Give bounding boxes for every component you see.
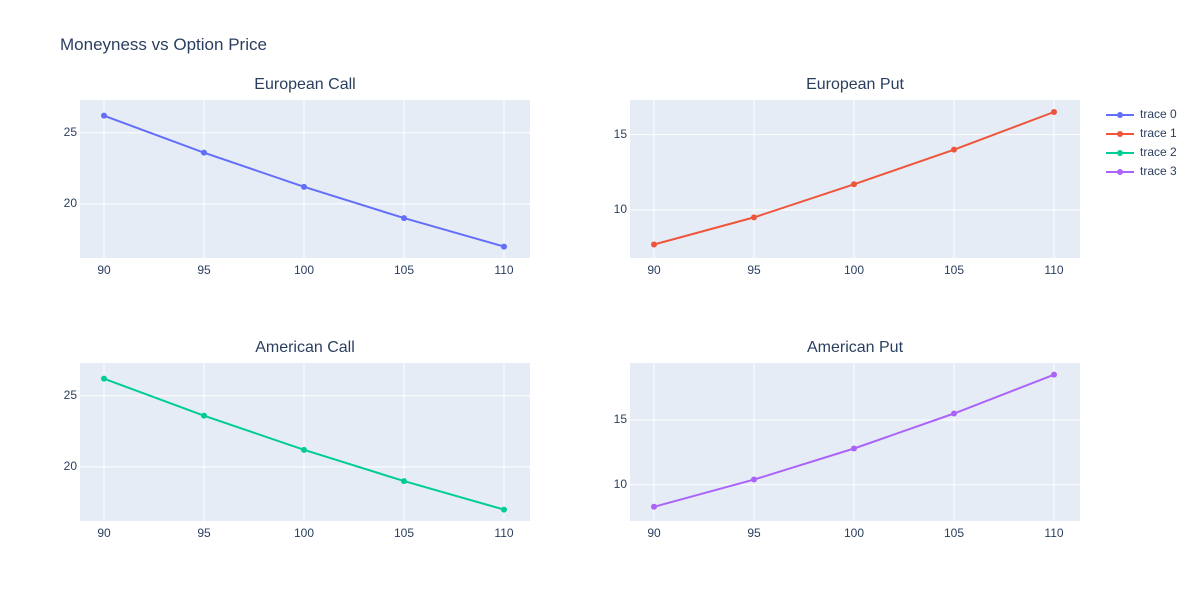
data-point xyxy=(851,445,857,452)
legend-label: trace 0 xyxy=(1140,107,1177,121)
legend-marker xyxy=(1117,150,1123,156)
y-tick-label: 20 xyxy=(64,196,78,210)
data-point xyxy=(1051,109,1057,116)
subplot-title: American Put xyxy=(807,339,904,356)
x-tick-label: 100 xyxy=(294,526,314,540)
legend-marker xyxy=(1117,112,1123,118)
data-point xyxy=(851,181,857,188)
legend-marker xyxy=(1117,131,1123,137)
y-tick-label: 15 xyxy=(614,127,628,141)
data-point xyxy=(101,375,107,382)
legend-item[interactable]: trace 0 xyxy=(1106,107,1177,121)
x-tick-label: 110 xyxy=(494,526,513,540)
legend-label: trace 1 xyxy=(1140,126,1177,140)
subplot-title: American Call xyxy=(255,339,355,356)
x-tick-label: 95 xyxy=(197,526,211,540)
data-point xyxy=(301,183,307,190)
data-point xyxy=(201,149,207,156)
data-point xyxy=(501,243,507,250)
data-point xyxy=(951,410,957,417)
x-tick-label: 105 xyxy=(394,526,414,540)
legend-label: trace 2 xyxy=(1140,145,1177,159)
x-tick-label: 110 xyxy=(1044,263,1063,277)
data-point xyxy=(301,446,307,453)
subplot-2: 90 95 100 105 110 10 15 European Put xyxy=(614,76,1080,277)
x-tick-label: 90 xyxy=(97,526,111,540)
x-tick-label: 95 xyxy=(197,263,211,277)
data-point xyxy=(501,506,507,513)
x-tick-label: 100 xyxy=(294,263,314,277)
x-tick-label: 90 xyxy=(647,526,661,540)
subplot-title: European Call xyxy=(254,76,355,93)
x-tick-label: 100 xyxy=(844,526,864,540)
data-point xyxy=(951,146,957,153)
data-point xyxy=(1051,371,1057,378)
data-point xyxy=(751,214,757,221)
x-tick-label: 105 xyxy=(944,263,964,277)
subplot-panels: 90 95 100 105 110 20 25 European Call 90 95 100 105… xyxy=(64,76,1080,540)
subplot-3: 90 95 100 105 110 20 25 American Call xyxy=(64,339,530,540)
x-tick-label: 90 xyxy=(647,263,661,277)
data-point xyxy=(751,476,757,483)
y-tick-label: 20 xyxy=(64,459,78,473)
y-tick-label: 15 xyxy=(614,412,628,426)
x-tick-label: 105 xyxy=(394,263,414,277)
data-point xyxy=(401,215,407,222)
data-point xyxy=(401,478,407,485)
y-tick-label: 25 xyxy=(64,388,78,402)
data-point xyxy=(201,412,207,419)
x-tick-label: 95 xyxy=(747,263,761,277)
subplot-title: European Put xyxy=(806,76,904,93)
legend-item[interactable]: trace 1 xyxy=(1106,126,1177,140)
y-tick-label: 25 xyxy=(64,125,78,139)
y-tick-label: 10 xyxy=(614,477,628,491)
chart-title: Moneyness vs Option Price xyxy=(60,35,267,54)
data-point xyxy=(651,241,657,248)
x-tick-label: 100 xyxy=(844,263,864,277)
legend-item[interactable]: trace 3 xyxy=(1106,164,1177,178)
plot-background xyxy=(630,363,1080,521)
y-tick-label: 10 xyxy=(614,202,628,216)
plot-background xyxy=(630,100,1080,258)
subplot-1: 90 95 100 105 110 20 25 European Call xyxy=(64,76,530,277)
data-point xyxy=(101,112,107,119)
x-tick-label: 110 xyxy=(494,263,513,277)
legend-label: trace 3 xyxy=(1140,164,1177,178)
x-tick-label: 110 xyxy=(1044,526,1063,540)
x-tick-label: 95 xyxy=(747,526,761,540)
subplot-4: 90 95 100 105 110 10 15 American Put xyxy=(614,339,1080,540)
legend-marker xyxy=(1117,169,1123,175)
data-point xyxy=(651,503,657,510)
x-tick-label: 90 xyxy=(97,263,111,277)
legend-item[interactable]: trace 2 xyxy=(1106,145,1177,159)
x-tick-label: 105 xyxy=(944,526,964,540)
legend: trace 0 trace 1 trace 2 trace 3 xyxy=(1106,107,1177,178)
